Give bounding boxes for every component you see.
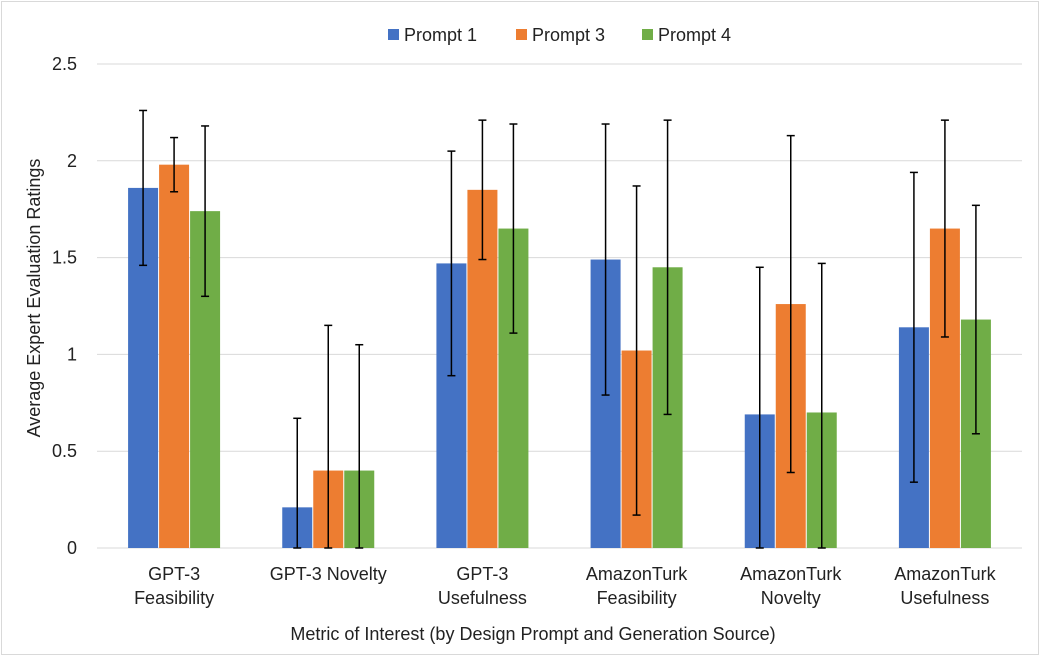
y-tick-label: 1.5 — [52, 248, 77, 268]
legend-label: Prompt 3 — [532, 25, 605, 45]
error-bars — [139, 109, 980, 549]
y-tick-label: 2 — [67, 151, 77, 171]
legend-swatch — [516, 29, 527, 40]
x-tick-label: AmazonTurk — [740, 564, 842, 584]
x-tick-label: Usefulness — [900, 588, 989, 608]
x-tick-labels: GPT-3 Feasibility GPT-3 Novelty GPT-3 Useful… — [134, 564, 997, 608]
legend-swatch — [642, 29, 653, 40]
x-axis-title: Metric of Interest (by Design Prompt and… — [290, 624, 775, 644]
bar — [159, 164, 190, 548]
legend: Prompt 1 Prompt 3 Prompt 4 — [388, 25, 731, 45]
legend-swatch — [388, 29, 399, 40]
x-tick-label: Feasibility — [134, 588, 214, 608]
x-tick-label: GPT-3 — [148, 564, 200, 584]
gridlines — [97, 63, 1022, 549]
y-tick-label: 1 — [67, 344, 77, 364]
x-tick-label: Feasibility — [597, 588, 677, 608]
x-tick-label: Usefulness — [438, 588, 527, 608]
x-tick-label: GPT-3 Novelty — [270, 564, 387, 584]
x-tick-label: GPT-3 — [456, 564, 508, 584]
x-tick-label: Novelty — [761, 588, 821, 608]
bars — [128, 164, 991, 549]
x-tick-label: AmazonTurk — [586, 564, 688, 584]
y-tick-label: 2.5 — [52, 54, 77, 74]
y-tick-label: 0.5 — [52, 441, 77, 461]
y-tick-labels: 0 0.5 1 1.5 2 2.5 — [52, 54, 77, 558]
legend-label: Prompt 1 — [404, 25, 477, 45]
y-axis-title: Average Expert Evaluation Ratings — [24, 159, 44, 438]
y-tick-label: 0 — [67, 538, 77, 558]
x-tick-label: AmazonTurk — [894, 564, 996, 584]
legend-label: Prompt 4 — [658, 25, 731, 45]
